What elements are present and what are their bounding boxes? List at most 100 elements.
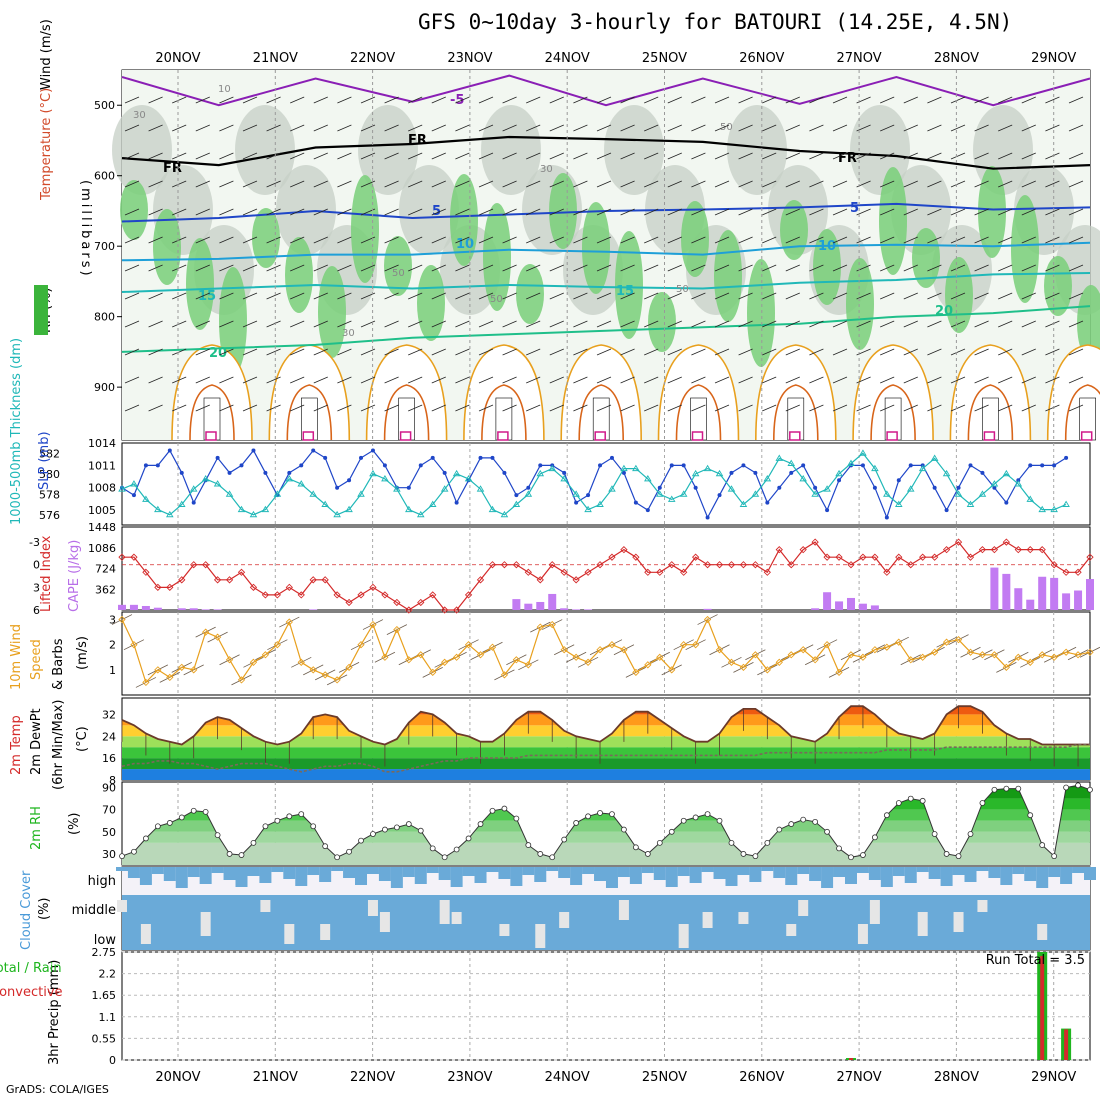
wind-barb xyxy=(195,124,210,132)
wind-barb xyxy=(927,404,942,412)
isotherm-35 xyxy=(691,431,704,441)
slp-point xyxy=(753,470,758,475)
wind-barb xyxy=(219,96,234,104)
slp-point xyxy=(514,493,519,498)
x-tick-label-bottom: 28NOV xyxy=(934,1070,979,1085)
wind-speed-point xyxy=(668,666,676,674)
cloud-high-bar xyxy=(402,867,415,877)
wind-speed-point xyxy=(907,656,915,664)
wind-barb xyxy=(337,96,352,104)
wind-barb xyxy=(478,404,494,412)
wind-barb xyxy=(1021,404,1036,412)
cape-tick-label: 1448 xyxy=(88,521,116,534)
wind-barb xyxy=(1068,404,1084,412)
wind-barb xyxy=(596,96,612,104)
lifted-index-point xyxy=(429,591,437,599)
thickness-point xyxy=(608,485,616,492)
lifted-index-point xyxy=(871,553,879,561)
cape-ylabel: CAPE (J/kg) xyxy=(67,540,82,612)
cape-bar xyxy=(524,603,533,610)
cloud-ylabel-2: (%) xyxy=(37,898,52,921)
wind-barb xyxy=(785,124,800,132)
wind-speed-point xyxy=(142,678,150,687)
wind-barb xyxy=(762,348,777,356)
wind-barb xyxy=(596,152,612,160)
wind-barb xyxy=(667,376,682,384)
wind-barb xyxy=(172,180,187,188)
thickness-point xyxy=(739,500,748,507)
cloud-high-bar xyxy=(151,867,164,874)
lifted-index-point xyxy=(787,561,795,569)
wind-barb xyxy=(124,152,140,160)
wind-speed-point xyxy=(811,656,819,664)
rh-point xyxy=(262,823,269,830)
wind-barb xyxy=(124,264,140,272)
wind-barb xyxy=(1068,124,1084,132)
rh-shade-70 xyxy=(318,266,346,358)
wind-barb xyxy=(620,404,635,412)
slp-point xyxy=(299,463,304,468)
wind-speed-point xyxy=(691,641,700,649)
wind-speed-point xyxy=(1002,663,1010,671)
isotherm-30 xyxy=(1064,384,1100,441)
wind-speed-point xyxy=(417,651,425,659)
wind-barb xyxy=(266,124,281,132)
lifted-index-point xyxy=(942,545,951,554)
cloud-high-bar xyxy=(713,867,726,879)
cloud-high-bar xyxy=(904,867,917,883)
wind-barb xyxy=(478,124,494,132)
lifted-index-point xyxy=(357,591,365,599)
wind-barb xyxy=(596,180,612,188)
cloud-gap xyxy=(702,912,713,928)
thickness-point xyxy=(428,500,437,507)
wind-barb xyxy=(526,292,541,300)
cloud-high-bar xyxy=(976,867,989,871)
thickness-point xyxy=(261,505,270,513)
wind-speed-point xyxy=(895,638,903,646)
slp-point xyxy=(526,485,531,490)
slp-point xyxy=(430,455,435,460)
thickness-point xyxy=(381,475,389,482)
wind-speed-point xyxy=(237,676,246,684)
thickness-point xyxy=(130,480,138,487)
wind-barb xyxy=(950,96,966,104)
cloud-high-bar xyxy=(892,867,905,876)
lifted-index-point xyxy=(703,561,712,569)
slp-point xyxy=(825,508,830,513)
wind-barb xyxy=(950,180,966,188)
slp-point xyxy=(239,463,244,468)
cloud-panel: high middle low Cloud Cover (%) xyxy=(19,867,1096,950)
rh-point xyxy=(668,828,675,835)
wind-barb xyxy=(124,180,140,188)
panel-frame-li xyxy=(121,526,1091,611)
rh-contour-label: 50 xyxy=(490,294,503,305)
wind-barb xyxy=(455,320,470,328)
wind-barb xyxy=(620,236,635,244)
cape-bar xyxy=(846,597,855,610)
cloud-high-bar xyxy=(331,867,344,871)
rh-point xyxy=(286,813,293,820)
cloud-high-bar xyxy=(474,867,487,883)
thickness-point xyxy=(213,480,222,487)
cloud-ylabel-1: Cloud Cover xyxy=(19,870,34,950)
wind-barb xyxy=(738,404,753,412)
isotherm-label: 20 xyxy=(209,346,227,361)
wind-barb xyxy=(974,96,989,104)
wind-barb xyxy=(384,264,399,272)
wind-barb xyxy=(856,404,871,412)
slp-tick-label: 1005 xyxy=(88,504,116,517)
wind-barb xyxy=(809,404,824,412)
x-tick-label-bottom: 21NOV xyxy=(253,1070,298,1085)
cape-bar xyxy=(1086,579,1094,610)
wind-ylabel-3: & Barbs xyxy=(51,638,66,690)
isotherm-30 xyxy=(189,384,235,441)
rh-point xyxy=(417,827,424,834)
wind-barb xyxy=(1021,320,1036,328)
wind-barb xyxy=(832,404,848,412)
wind-barb xyxy=(573,180,588,188)
wind-barb xyxy=(313,320,328,328)
thickness-point xyxy=(273,490,282,497)
rh-point xyxy=(1015,785,1022,792)
lifted-index-point xyxy=(321,576,329,584)
thickness-point xyxy=(1050,505,1058,513)
